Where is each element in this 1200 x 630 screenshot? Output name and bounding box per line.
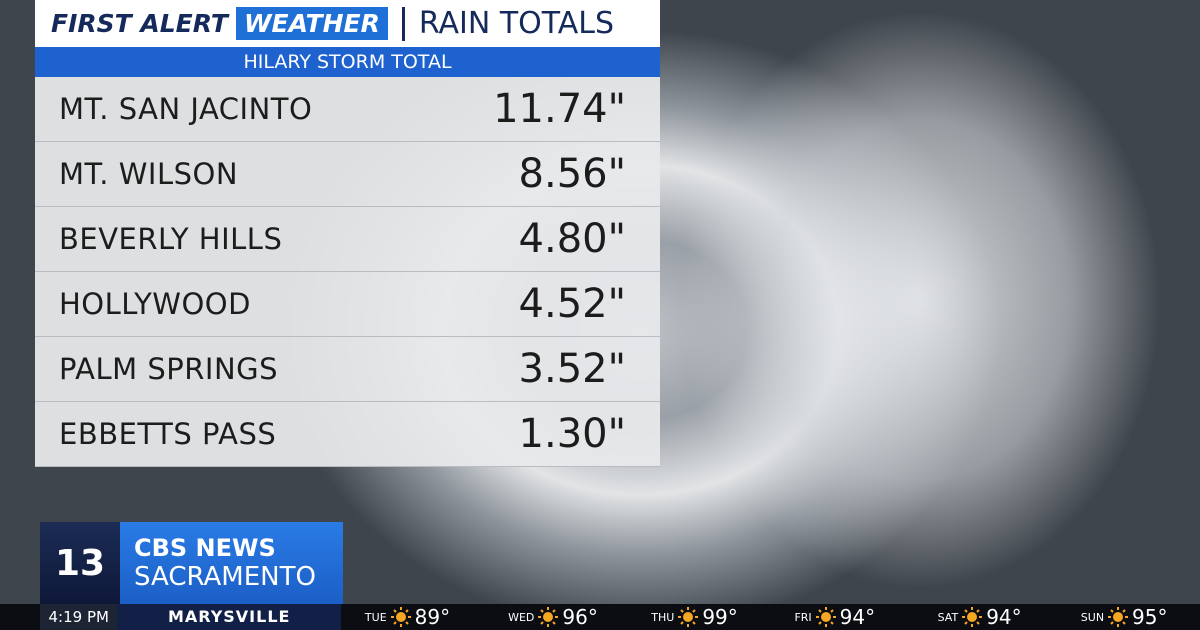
temperature: 94° xyxy=(986,605,1022,629)
network: CBS NEWS xyxy=(134,534,276,562)
station-logo: 13 CBS NEWS SACRAMENTO xyxy=(40,522,343,604)
rain-total: 4.52" xyxy=(518,281,626,327)
header: FIRST ALERT WEATHER RAIN TOTALS xyxy=(35,0,660,47)
sun-icon xyxy=(1108,607,1129,627)
forecast-day: WED 96° xyxy=(508,605,627,629)
table-row: PALM SPRINGS 3.52" xyxy=(35,337,660,402)
location-name: MT. SAN JACINTO xyxy=(59,92,313,126)
day: SUN xyxy=(1080,610,1105,624)
channel: 13 xyxy=(40,522,120,604)
location-name: PALM SPRINGS xyxy=(59,352,279,386)
forecast-day: THU 99° xyxy=(651,605,770,629)
sun-icon xyxy=(962,607,983,627)
brand: WEATHER xyxy=(235,7,388,40)
table-row: MT. SAN JACINTO 11.74" xyxy=(35,77,660,142)
sun-icon xyxy=(678,607,699,627)
brand: FIRST ALERT xyxy=(51,9,228,38)
table-row: MT. WILSON 8.56" xyxy=(35,142,660,207)
location-name: EBBETTS PASS xyxy=(59,417,277,451)
location: MARYSVILLE xyxy=(117,604,341,630)
day: WED xyxy=(508,610,535,624)
location-name: HOLLYWOOD xyxy=(59,287,251,321)
rain-total: 4.80" xyxy=(518,216,626,262)
location-name: MT. WILSON xyxy=(59,157,239,191)
temperature: 99° xyxy=(702,605,738,629)
day: SAT xyxy=(937,610,959,624)
temperature: 95° xyxy=(1132,605,1168,629)
forecast-day: FRI 94° xyxy=(794,605,913,629)
sun-icon xyxy=(815,607,836,627)
table: MT. SAN JACINTO 11.74" MT. WILSON 8.56" BEVE… xyxy=(35,77,660,467)
table-row: EBBETTS PASS 1.30" xyxy=(35,402,660,467)
sun-icon xyxy=(538,607,559,627)
table-row: BEVERLY HILLS 4.80" xyxy=(35,207,660,272)
location-name: BEVERLY HILLS xyxy=(59,222,283,256)
time: 4:19 PM xyxy=(40,604,118,630)
temperature: 96° xyxy=(562,605,598,629)
rain-total: 8.56" xyxy=(518,151,626,197)
table-row: HOLLYWOOD 4.52" xyxy=(35,272,660,337)
temperature: 94° xyxy=(839,605,876,629)
sun-icon xyxy=(390,607,411,627)
city: SACRAMENTO xyxy=(134,562,316,592)
temperature: 89° xyxy=(414,605,451,629)
forecast-day: TUE 89° xyxy=(365,605,484,629)
subtitle: HILARY STORM TOTAL xyxy=(35,47,660,77)
day: FRI xyxy=(794,610,812,624)
title: RAIN TOTALS xyxy=(418,6,615,41)
rain-total: 11.74" xyxy=(493,86,626,132)
rain-total: 3.52" xyxy=(518,346,626,392)
ticker: 4:19 PM MARYSVILLE TUE 89° WED 96° THU 99° FRI… xyxy=(0,604,1200,630)
rain-panel: FIRST ALERT WEATHER RAIN TOTALS HILARY S… xyxy=(35,0,660,467)
forecast-day: SAT 94° xyxy=(938,605,1057,629)
rain-total: 1.30" xyxy=(518,411,626,457)
network-box: CBS NEWS SACRAMENTO xyxy=(120,522,343,604)
day: THU xyxy=(651,610,675,624)
divider xyxy=(401,6,405,41)
forecast-day: SUN 95° xyxy=(1081,605,1200,629)
day: TUE xyxy=(364,610,387,624)
